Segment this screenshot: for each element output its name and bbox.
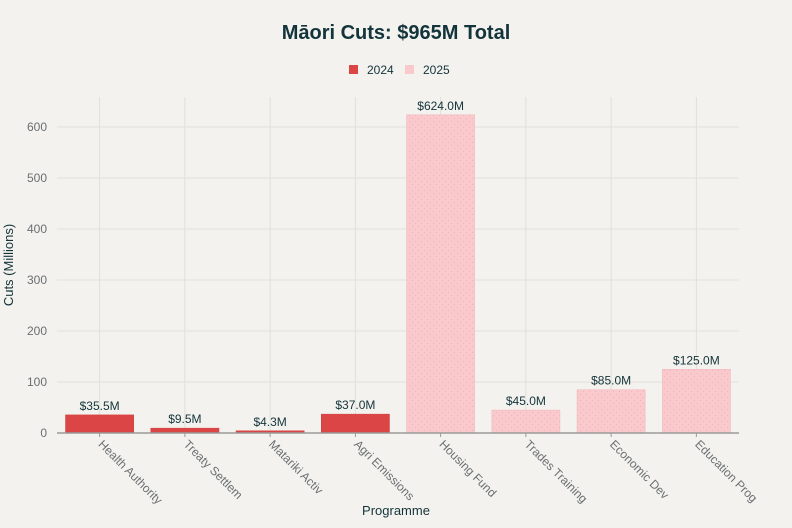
gridlines: [57, 97, 739, 433]
data-label: $37.0M: [335, 398, 375, 412]
y-axis-title: Cuts (Millions): [1, 224, 16, 306]
y-tick-label: 100: [27, 375, 47, 389]
bar-2025-trades-training: [491, 409, 561, 434]
y-tick-label: 0: [40, 426, 47, 440]
data-label: $9.5M: [168, 412, 201, 426]
legend-swatch-2025: [405, 65, 414, 74]
bar-2025-education-prog: [662, 369, 731, 434]
y-tick-label: 300: [27, 273, 47, 287]
legend-label-2025: 2025: [423, 63, 450, 77]
x-axis-ticks: Health Authority Treaty Settlem Matariki A…: [96, 433, 760, 507]
x-axis-title: Programme: [362, 503, 430, 518]
data-label: $125.0M: [673, 353, 720, 367]
data-label: $35.5M: [80, 399, 120, 413]
x-tick-label: Economic Dev: [607, 437, 672, 502]
bars: [65, 114, 731, 434]
x-tick-label: Education Prog: [692, 437, 760, 505]
x-tick-label: Treaty Settlem: [181, 437, 246, 502]
bar-2024-agri-emissions: [321, 413, 390, 434]
bar-2024-health-authority: [65, 414, 134, 434]
legend-label-2024: 2024: [367, 63, 394, 77]
y-axis-ticks: 0 100 200 300 400 500 600: [27, 120, 47, 440]
data-label: $45.0M: [506, 394, 546, 408]
y-tick-label: 200: [27, 324, 47, 338]
x-tick-label: Agri Emissions: [351, 437, 417, 503]
x-tick-label: Housing Fund: [437, 437, 500, 500]
y-tick-label: 400: [27, 222, 47, 236]
data-label: $4.3M: [253, 415, 286, 429]
bar-2025-economic-dev: [576, 389, 646, 434]
data-label: $85.0M: [591, 374, 631, 388]
bar-2025-housing-fund: [406, 114, 475, 434]
data-label: $624.0M: [417, 99, 464, 113]
x-tick-label: Health Authority: [96, 437, 166, 507]
y-tick-label: 600: [27, 120, 47, 134]
x-tick-label: Matariki Activ: [266, 437, 326, 497]
chart-title: Māori Cuts: $965M Total: [282, 22, 511, 44]
legend-swatch-2024: [349, 65, 358, 74]
legend: 2024 2025: [349, 63, 450, 77]
y-tick-label: 500: [27, 171, 47, 185]
x-tick-label: Trades Training: [522, 437, 591, 506]
data-labels: $35.5M $9.5M $4.3M $37.0M $624.0M $45.0M $85.0…: [80, 99, 720, 429]
